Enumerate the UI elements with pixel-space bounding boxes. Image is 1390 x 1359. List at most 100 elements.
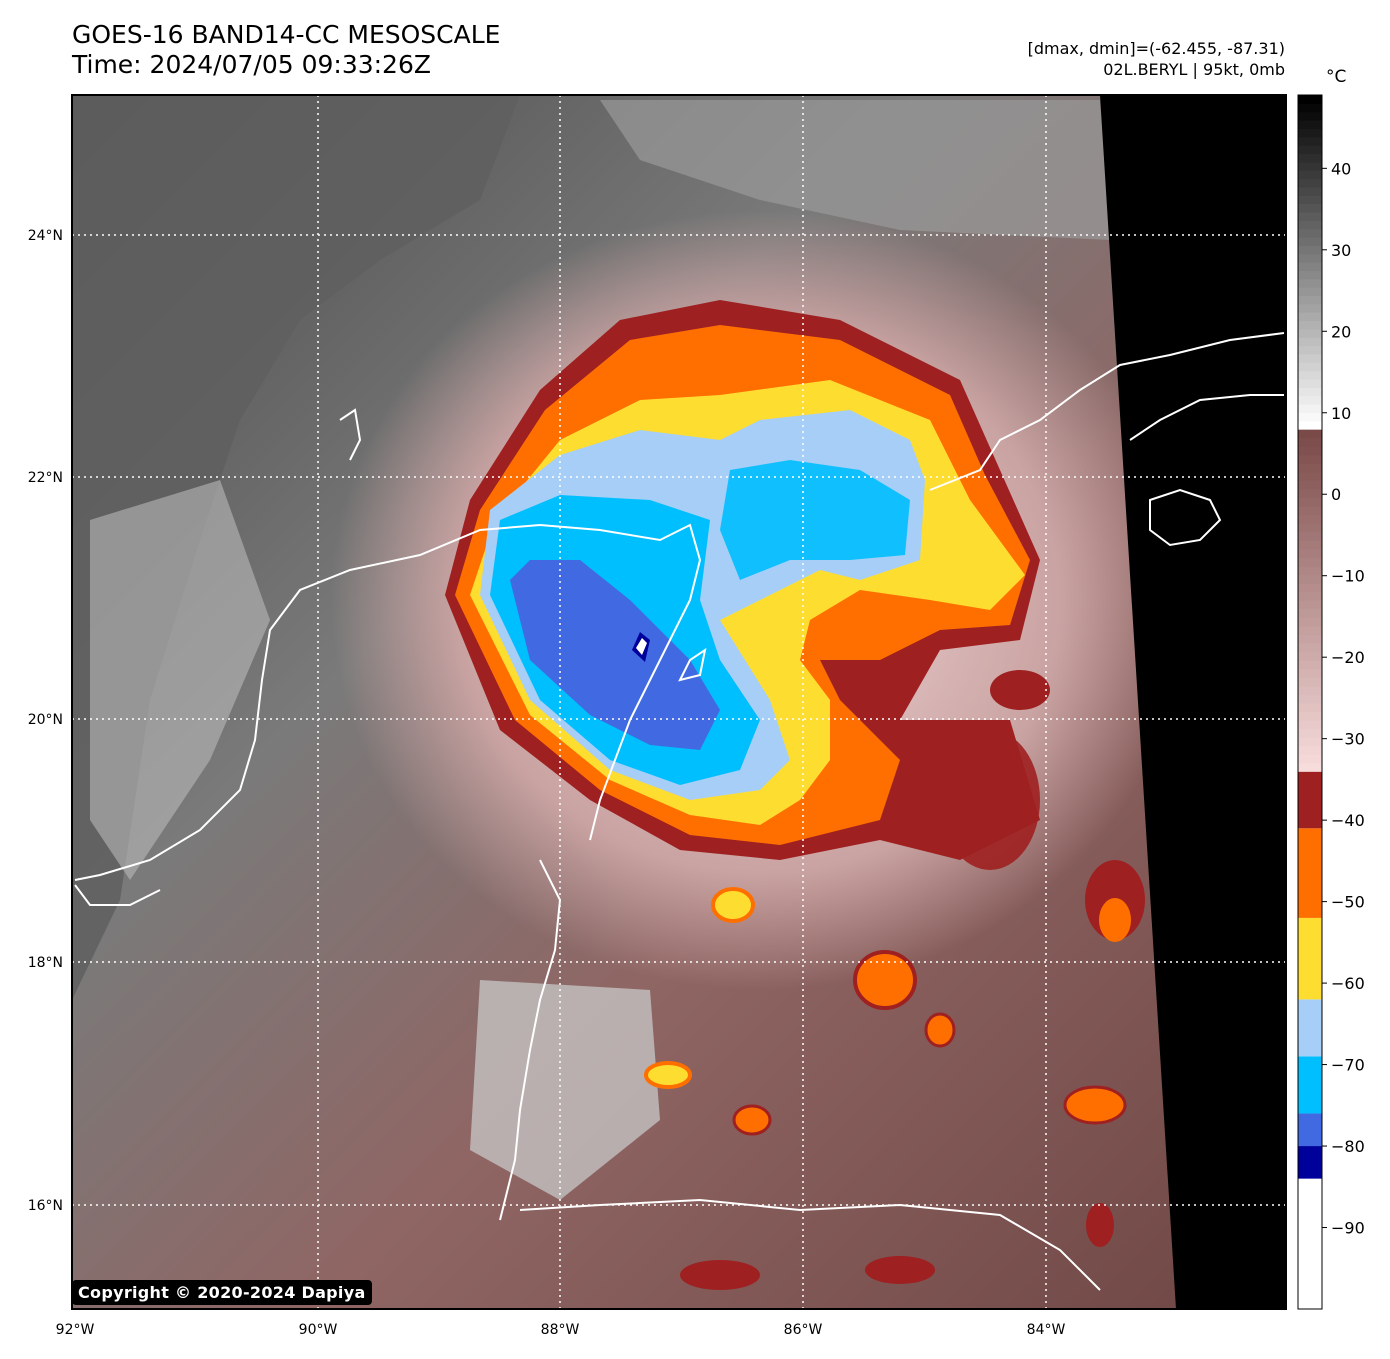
cell-1 — [711, 887, 755, 923]
colorbar-warm-step-39 — [1298, 429, 1322, 439]
colorbar-gray-step-18 — [1298, 270, 1322, 280]
storm-info: [dmax, dmin]=(-62.455, -87.31) 02L.BERYL… — [1028, 38, 1285, 80]
colorbar-warm-step-3 — [1298, 737, 1322, 747]
colorbar-unit: °C — [1326, 67, 1347, 87]
colorbar-warm-step-33 — [1298, 480, 1322, 490]
colorbar-warm-step-28 — [1298, 523, 1322, 533]
colorbar-segment-0 — [1298, 1178, 1322, 1309]
lon-labels: 92°W 90°W 88°W 86°W 84°W — [56, 1322, 1066, 1338]
colorbar-segment-1 — [1298, 1146, 1322, 1179]
cell-12 — [865, 1256, 935, 1284]
colorbar-gray-step-36 — [1298, 120, 1322, 130]
copyright-badge: Copyright © 2020-2024 Dapiya — [72, 1280, 372, 1305]
figure-title: GOES-16 BAND14-CC MESOSCALE Time: 2024/0… — [72, 20, 500, 80]
colorbar-gray-step-23 — [1298, 228, 1322, 238]
colorbar-gray-step-14 — [1298, 303, 1322, 313]
lon-label-88w: 88°W — [541, 1322, 580, 1338]
colorbar-gray-step-38 — [1298, 103, 1322, 113]
colorbar-warm-step-32 — [1298, 488, 1322, 499]
colorbar-gray-step-8 — [1298, 353, 1322, 363]
cell-9 — [940, 730, 1040, 870]
colorbar-warm-step-11 — [1298, 668, 1322, 678]
colorbar-gray-step-22 — [1298, 236, 1322, 246]
cell-4 — [732, 1104, 772, 1136]
colorbar-tick-label-13: −90 — [1331, 1219, 1365, 1238]
colorbar-warm-step-27 — [1298, 531, 1322, 541]
colorbar-tick-label-10: −60 — [1331, 974, 1365, 993]
north-islet — [339, 408, 362, 461]
coastlines — [74, 332, 1285, 1291]
north-cloud-patch — [600, 100, 1110, 240]
colorbar-tick-label-11: −70 — [1331, 1056, 1365, 1075]
colorbar-warm-step-35 — [1298, 463, 1322, 473]
colorbar-warm-step-30 — [1298, 506, 1322, 516]
colorbar-warm-step-29 — [1298, 514, 1322, 524]
colorbar-gray-step-10 — [1298, 337, 1322, 347]
colorbar-tick-label-8: −40 — [1331, 811, 1365, 830]
cell-2 — [853, 950, 917, 1010]
core-minus-90 — [636, 638, 647, 655]
colorbar-segment-2 — [1298, 1113, 1322, 1147]
core-minus-80 — [510, 560, 720, 750]
colorbar-warm-step-36 — [1298, 454, 1322, 464]
colorbar-warm-step-17 — [1298, 617, 1322, 627]
colorbar-gray-step-2 — [1298, 403, 1322, 413]
lat-labels: 24°N 22°N 20°N 18°N 16°N — [28, 228, 63, 1214]
cell-6 — [1063, 1085, 1127, 1125]
colorbar-segment-5 — [1298, 917, 1322, 1000]
lon-label-90w: 90°W — [299, 1322, 338, 1338]
colorbar-gray-step-20 — [1298, 253, 1322, 263]
colorbar-gray-step-13 — [1298, 312, 1322, 322]
colorbar-gray-step-39 — [1298, 95, 1322, 104]
colorbar-gray-step-32 — [1298, 153, 1322, 163]
colorbar-warm-step-9 — [1298, 685, 1322, 695]
colorbar-gray-step-28 — [1298, 186, 1322, 196]
lat-label-22n: 22°N — [28, 470, 63, 486]
colorbar-gray-step-30 — [1298, 170, 1322, 180]
colorbar-gray-step-25 — [1298, 211, 1322, 221]
colorbar-warm-step-1 — [1298, 754, 1322, 764]
cell-8 — [1099, 898, 1131, 942]
colorbar-gray-step-11 — [1298, 328, 1322, 338]
belize-coast — [499, 859, 562, 1221]
colorbar-gray-step-24 — [1298, 220, 1322, 230]
map-frame — [71, 94, 1287, 1310]
colorbar-gray-step-21 — [1298, 245, 1322, 255]
honduras-coast — [519, 1198, 1101, 1291]
colorbar-ticks: 40 30 20 10 0 −10 −20 −30 −40 −50 −60 −70 −80 −90 — [1322, 159, 1365, 1238]
colorbar-tick-label-3: 10 — [1331, 404, 1351, 423]
colorbar-gray-step-16 — [1298, 287, 1322, 297]
colorbar-gray-step-15 — [1298, 295, 1322, 305]
west-cloud-patch — [90, 480, 270, 880]
colorbar-warm-step-4 — [1298, 728, 1322, 738]
colorbar-warm-step-7 — [1298, 702, 1322, 712]
title-line-2: Time: 2024/07/05 09:33:26Z — [72, 50, 431, 79]
colorbar-warm-step-25 — [1298, 548, 1322, 558]
colorbar-gray-step-6 — [1298, 370, 1322, 380]
colorbar-warm-step-2 — [1298, 745, 1322, 755]
lon-label-86w: 86°W — [784, 1322, 823, 1338]
colorbar-gray-step-31 — [1298, 161, 1322, 171]
colorbar-warm-step-10 — [1298, 677, 1322, 687]
colorbar-gray-step-27 — [1298, 195, 1322, 205]
colorbar-warm-step-38 — [1298, 437, 1322, 447]
colorbar-warm-step-20 — [1298, 591, 1322, 601]
cell-3 — [924, 1012, 956, 1048]
isle-of-youth — [1149, 488, 1222, 547]
campeche-coast — [74, 884, 161, 906]
colorbar-warm-step-8 — [1298, 694, 1322, 704]
cozumel-island — [678, 647, 707, 682]
colorbar-gray-step-0 — [1298, 420, 1322, 430]
colorbar-warm-step-24 — [1298, 557, 1322, 567]
colorbar-gray-step-12 — [1298, 320, 1322, 330]
lon-label-92w: 92°W — [56, 1322, 95, 1338]
colorbar-warm-step-5 — [1298, 719, 1322, 730]
colorbar-warm-step-21 — [1298, 583, 1322, 593]
colorbar-frame — [1297, 94, 1323, 1310]
colorbar-warm-step-12 — [1298, 660, 1322, 670]
graticule — [72, 95, 1286, 1309]
colorbar-warm-step-22 — [1298, 574, 1322, 584]
colorbar-gray-step-33 — [1298, 145, 1322, 155]
